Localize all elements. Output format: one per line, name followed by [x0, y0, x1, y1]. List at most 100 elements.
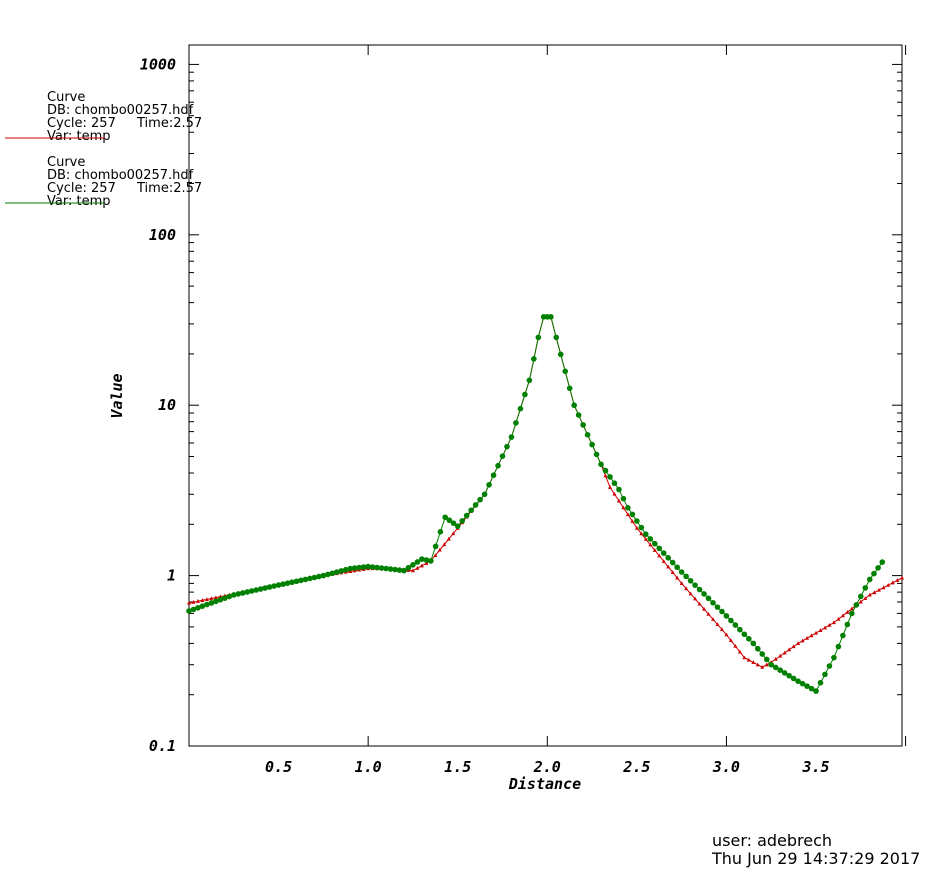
series-line-1	[188, 316, 883, 692]
data-point	[508, 434, 515, 440]
series-line-0	[188, 316, 903, 668]
data-point	[410, 562, 416, 568]
data-point	[307, 575, 313, 582]
data-point	[706, 611, 711, 616]
data-point	[244, 589, 251, 595]
y-axis-ticks: 0.1 1 10 100 1000	[140, 55, 902, 755]
data-point	[607, 474, 613, 480]
data-point	[782, 650, 787, 655]
data-point	[387, 566, 394, 572]
data-point	[446, 517, 453, 524]
legend-cycle: Cycle: 257	[47, 181, 116, 196]
data-point	[751, 660, 756, 665]
data-point	[822, 671, 828, 678]
data-point	[639, 531, 644, 536]
data-point	[630, 519, 635, 523]
data-point	[333, 569, 340, 575]
data-point	[849, 606, 854, 611]
data-point	[607, 485, 612, 489]
data-point	[611, 480, 618, 487]
data-point	[862, 585, 869, 591]
data-point	[728, 638, 733, 643]
data-point	[575, 412, 582, 418]
data-point	[477, 496, 483, 503]
data-point	[338, 568, 345, 574]
data-point	[754, 645, 761, 652]
data-point	[675, 575, 680, 580]
data-point	[571, 402, 577, 409]
data-point	[804, 683, 810, 689]
x-axis-ticks: 0.5 1.0 1.5 2.0 2.5 3.0 3.5	[265, 45, 907, 776]
data-point	[737, 649, 742, 654]
data-point	[401, 567, 407, 574]
data-point	[872, 590, 877, 595]
data-point	[755, 662, 760, 667]
data-point	[602, 467, 609, 474]
data-point	[693, 596, 698, 601]
data-point	[262, 585, 268, 591]
data-point	[652, 548, 657, 552]
data-point	[280, 581, 286, 587]
data-point	[271, 583, 277, 589]
data-point	[831, 654, 837, 661]
data-point	[235, 591, 242, 597]
data-point	[405, 564, 412, 571]
data-point	[450, 520, 457, 527]
data-point	[415, 565, 420, 570]
data-point	[454, 523, 461, 529]
data-point	[616, 498, 621, 503]
data-point	[826, 663, 833, 669]
data-point	[822, 625, 827, 630]
data-point	[648, 542, 653, 547]
data-point	[688, 591, 693, 596]
data-point	[195, 599, 200, 603]
data-point	[351, 565, 358, 571]
data-point	[526, 377, 533, 384]
data-point	[814, 630, 819, 635]
legend-db: DB: chombo00257.hdf	[47, 168, 194, 183]
data-point	[835, 643, 842, 650]
data-point	[311, 574, 318, 581]
data-point	[661, 559, 666, 563]
data-point	[195, 604, 201, 611]
data-point	[365, 563, 371, 570]
y-tick-label: 1000	[140, 55, 176, 73]
data-point	[733, 643, 738, 648]
data-point	[217, 596, 224, 603]
data-point	[222, 595, 228, 601]
data-point	[863, 596, 868, 601]
data-point	[827, 622, 832, 627]
x-tick-label: 1.5	[444, 758, 471, 776]
data-point	[840, 613, 845, 618]
data-point	[432, 543, 439, 550]
data-point	[347, 565, 354, 572]
x-tick-label: 2.5	[622, 758, 650, 776]
data-point	[293, 578, 300, 585]
footer-user: user: adebrech	[712, 831, 832, 850]
data-point	[728, 617, 734, 624]
data-point	[522, 391, 528, 398]
y-tick-label: 100	[149, 226, 176, 244]
data-point	[809, 633, 814, 638]
footer-date: Thu Jun 29 14:37:29 2017	[711, 849, 920, 868]
data-point	[209, 596, 214, 601]
x-tick-label: 3.5	[801, 758, 829, 776]
data-point	[647, 536, 654, 542]
data-point	[871, 570, 877, 577]
data-point	[275, 582, 282, 588]
data-point	[670, 570, 675, 574]
data-point	[625, 512, 630, 517]
data-point	[813, 688, 819, 694]
data-point	[442, 514, 448, 521]
data-point	[490, 472, 497, 479]
data-point	[881, 585, 886, 590]
data-point	[463, 512, 470, 519]
data-point	[517, 405, 524, 412]
y-tick-label: 0.1	[149, 737, 176, 755]
data-point	[584, 431, 591, 438]
data-point	[759, 651, 766, 657]
data-point	[643, 536, 648, 541]
data-point	[746, 636, 752, 642]
data-point	[697, 601, 702, 606]
